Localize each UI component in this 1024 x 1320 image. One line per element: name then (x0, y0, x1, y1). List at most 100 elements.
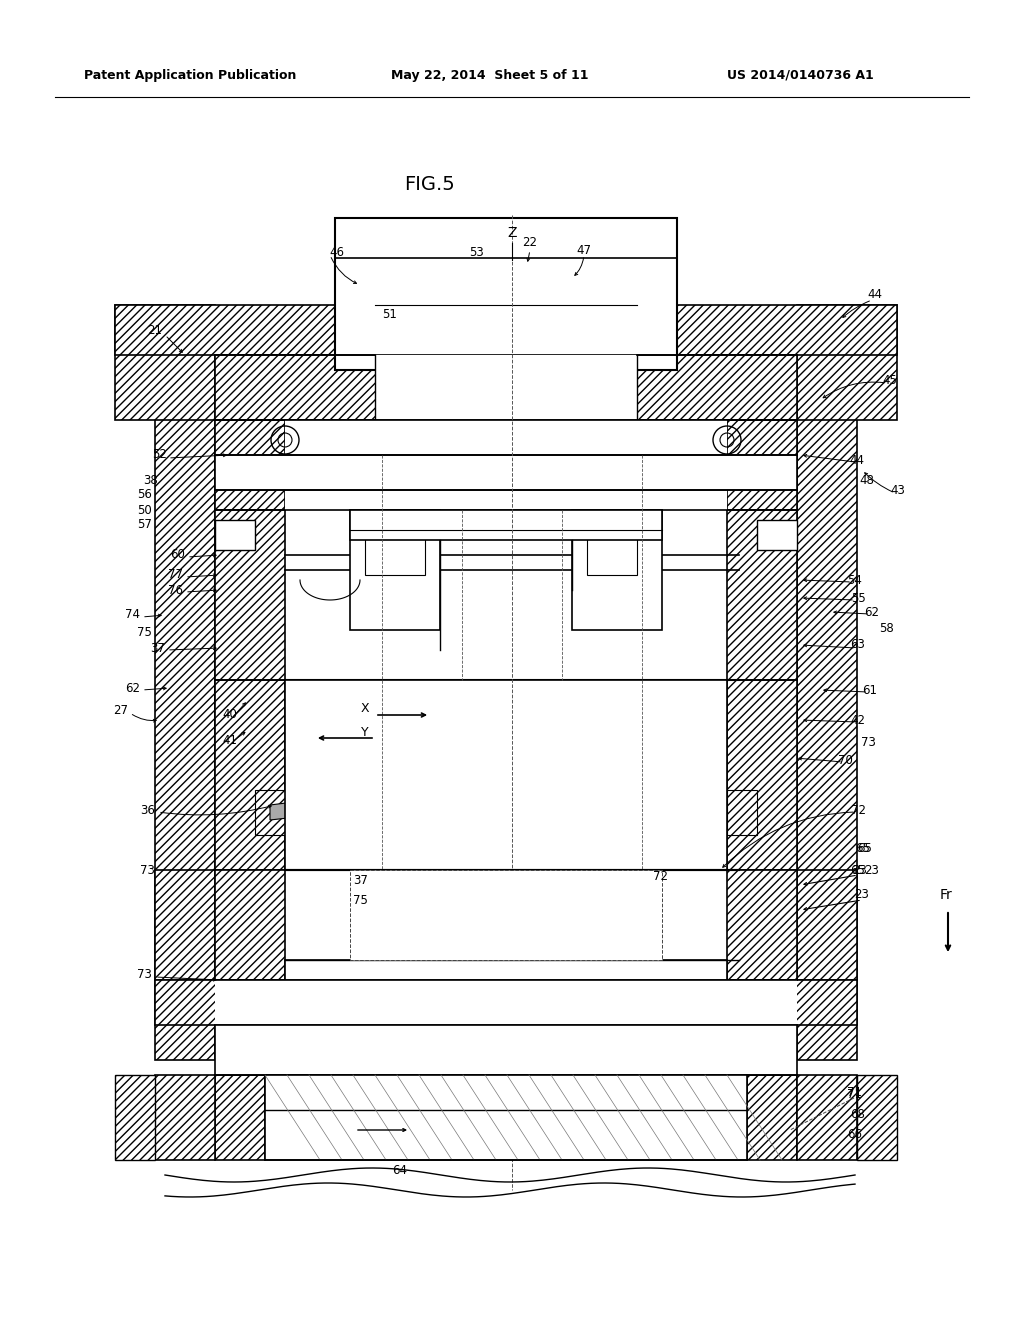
Text: 46: 46 (329, 247, 344, 260)
Text: 72: 72 (652, 870, 668, 883)
Text: 54: 54 (848, 573, 862, 586)
Bar (727, 510, 797, 730)
Polygon shape (712, 800, 757, 820)
Bar (265, 1074, 746, 1110)
Bar (215, 520, 255, 550)
Text: 44: 44 (867, 289, 883, 301)
Bar (375, 355, 637, 420)
Bar (797, 1074, 857, 1160)
Text: 22: 22 (522, 236, 538, 249)
Bar (746, 1074, 797, 1160)
Text: 58: 58 (880, 622, 894, 635)
Bar (727, 870, 797, 979)
Bar (727, 680, 797, 870)
Bar (215, 680, 285, 870)
Text: 43: 43 (891, 483, 905, 496)
Text: 75: 75 (353, 894, 368, 907)
Text: 52: 52 (153, 449, 167, 462)
Bar (215, 979, 797, 1026)
Bar (215, 510, 285, 730)
Text: 75: 75 (137, 626, 152, 639)
Text: 63: 63 (851, 639, 865, 652)
Bar (572, 510, 662, 630)
Text: 74: 74 (125, 609, 140, 622)
Text: 71: 71 (847, 1086, 861, 1100)
Bar (335, 218, 677, 257)
Bar (155, 1074, 215, 1160)
Text: Y: Y (361, 726, 369, 738)
Bar (587, 525, 637, 576)
Bar (335, 257, 375, 370)
Text: 66: 66 (848, 1129, 862, 1142)
Bar (285, 680, 727, 870)
Text: 71: 71 (847, 1089, 861, 1101)
Text: 64: 64 (392, 1163, 408, 1176)
Text: US 2014/0140736 A1: US 2014/0140736 A1 (727, 69, 873, 82)
Text: May 22, 2014  Sheet 5 of 11: May 22, 2014 Sheet 5 of 11 (391, 69, 589, 82)
Text: 41: 41 (222, 734, 238, 747)
Bar (637, 257, 677, 370)
Bar (155, 370, 215, 1060)
Text: 73: 73 (860, 735, 876, 748)
Text: FIG.5: FIG.5 (404, 176, 456, 194)
Bar (215, 870, 285, 979)
Bar (727, 420, 797, 510)
Bar (215, 1074, 265, 1160)
Text: 73: 73 (140, 863, 155, 876)
Text: 38: 38 (143, 474, 158, 487)
Bar (155, 979, 857, 1026)
Bar (155, 870, 215, 979)
Bar (350, 510, 440, 630)
Text: 21: 21 (147, 323, 162, 337)
Text: 37: 37 (353, 874, 368, 887)
Text: Patent Application Publication: Patent Application Publication (84, 69, 296, 82)
Bar (335, 218, 677, 370)
Bar (115, 305, 215, 420)
Bar (365, 525, 425, 576)
Text: 47: 47 (577, 243, 592, 256)
Bar (255, 789, 285, 836)
Bar (215, 1026, 797, 1074)
Text: 56: 56 (137, 488, 152, 502)
Text: Fr: Fr (940, 888, 952, 902)
Bar (215, 420, 285, 510)
Bar (265, 1074, 746, 1110)
Bar (797, 305, 897, 420)
Text: 45: 45 (883, 374, 897, 387)
Text: 55: 55 (851, 591, 865, 605)
Text: 23: 23 (855, 888, 869, 902)
Text: 37: 37 (151, 642, 165, 655)
Text: 62: 62 (125, 681, 140, 694)
Bar (375, 257, 637, 370)
Text: 68: 68 (851, 1109, 865, 1122)
Bar (285, 960, 727, 979)
Bar (350, 870, 662, 960)
Text: 44: 44 (850, 454, 864, 466)
Text: 57: 57 (137, 519, 152, 532)
Bar (285, 420, 727, 510)
Text: 27: 27 (113, 704, 128, 717)
Text: 61: 61 (862, 684, 878, 697)
Bar (797, 870, 857, 979)
Text: 40: 40 (222, 709, 238, 722)
Text: 77: 77 (168, 569, 183, 582)
Bar (757, 520, 797, 550)
Bar (265, 1074, 746, 1160)
Text: Z: Z (507, 226, 517, 240)
Text: 73: 73 (137, 969, 152, 982)
Text: 60: 60 (170, 549, 185, 561)
Text: 65: 65 (857, 842, 872, 854)
Text: 48: 48 (859, 474, 874, 487)
Bar (797, 370, 857, 1060)
Text: 36: 36 (140, 804, 155, 817)
Polygon shape (270, 800, 315, 820)
Bar (350, 510, 662, 540)
Text: 62: 62 (864, 606, 880, 619)
Text: 65: 65 (851, 863, 865, 876)
Text: 51: 51 (383, 309, 397, 322)
Text: 23: 23 (853, 863, 867, 876)
Bar (115, 1074, 155, 1160)
Bar (215, 355, 797, 420)
Text: 76: 76 (168, 583, 183, 597)
Bar (215, 455, 797, 490)
